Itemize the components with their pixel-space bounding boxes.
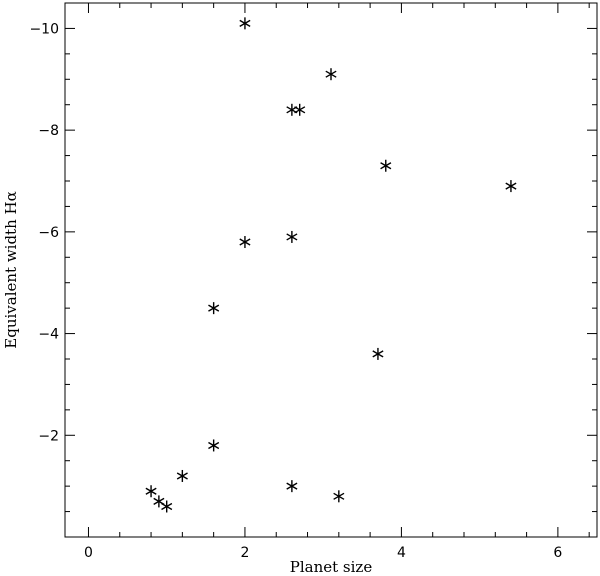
- y-axis-title: Equivalent width Hα: [2, 191, 20, 348]
- x-tick-label: 2: [240, 545, 249, 561]
- data-point: [333, 490, 345, 503]
- y-tick-label: −4: [38, 327, 59, 343]
- data-point: [176, 469, 188, 482]
- data-point: [208, 439, 220, 452]
- y-tick-labels: −2 −4 −6 −8 −10: [29, 21, 59, 444]
- data-point: [208, 302, 220, 315]
- y-tick-label: −8: [38, 123, 59, 139]
- data-point: [145, 485, 157, 498]
- x-tick-label: 6: [553, 545, 562, 561]
- data-point: [505, 180, 517, 193]
- data-point: [380, 159, 392, 172]
- data-point: [161, 500, 173, 513]
- data-point: [286, 103, 298, 116]
- x-axis-title: Planet size: [290, 558, 373, 576]
- plot-frame: [64, 2, 598, 538]
- data-points: [145, 17, 517, 513]
- data-point: [294, 103, 306, 116]
- data-point: [325, 68, 337, 81]
- data-point: [286, 230, 298, 243]
- axis-ticks: [65, 2, 597, 538]
- y-tick-label: −10: [29, 21, 59, 37]
- data-point: [239, 17, 251, 30]
- data-point: [153, 495, 165, 508]
- y-tick-label: −2: [38, 428, 59, 444]
- data-point: [372, 347, 384, 360]
- x-tick-label: 4: [397, 545, 406, 561]
- data-point: [286, 480, 298, 493]
- x-tick-label: 0: [84, 545, 93, 561]
- data-point: [239, 236, 251, 249]
- y-tick-label: −6: [38, 225, 59, 241]
- x-tick-labels: 0 2 4 6: [84, 545, 562, 561]
